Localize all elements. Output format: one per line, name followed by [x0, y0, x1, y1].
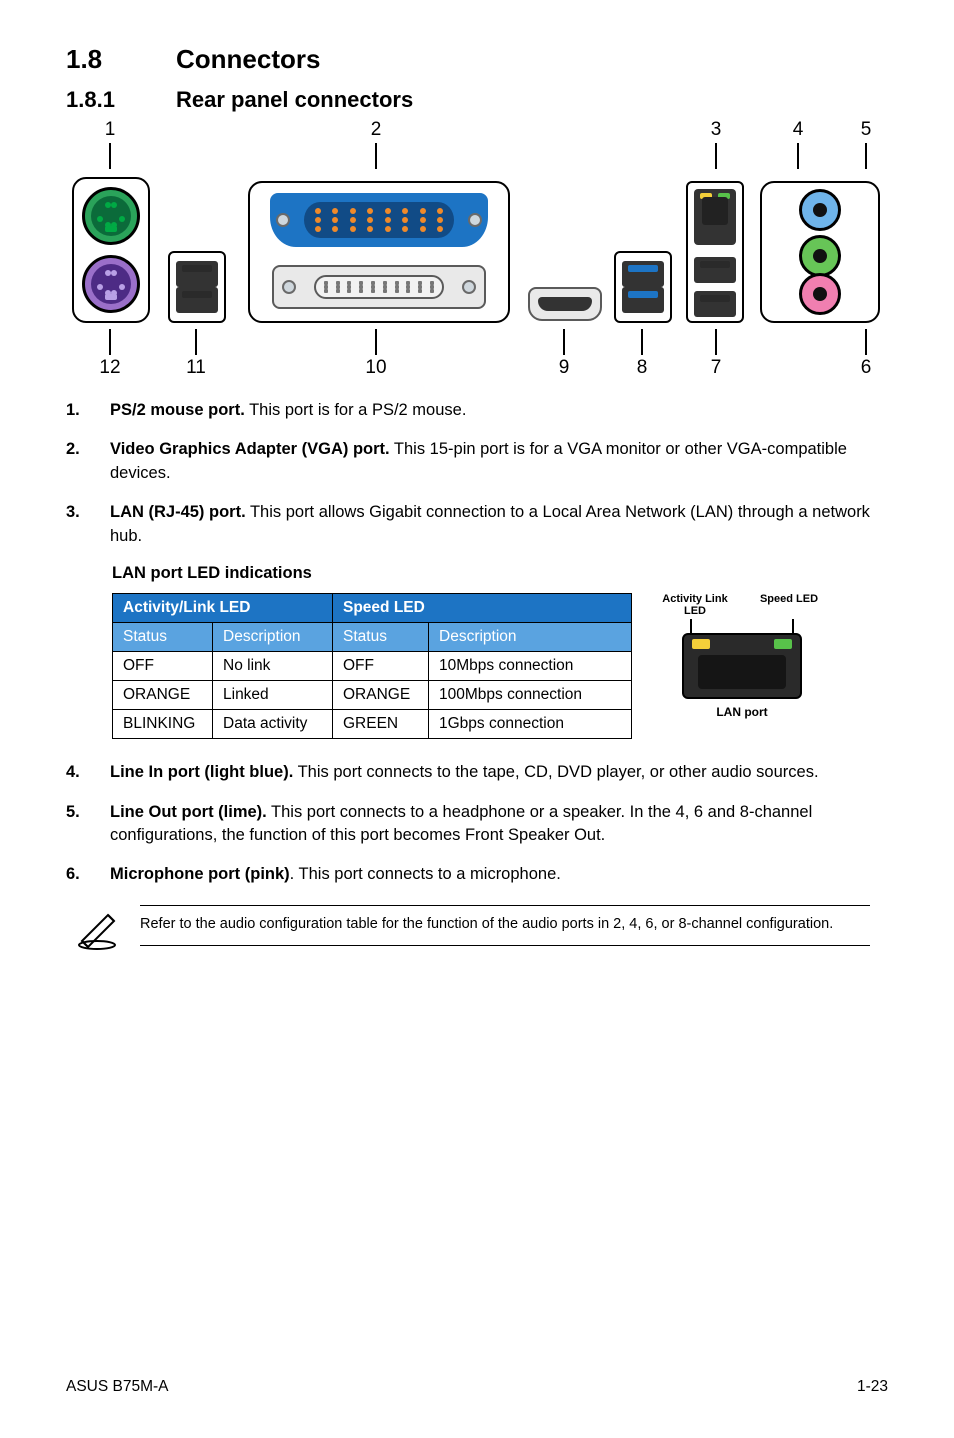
table-cell: 1Gbps connection — [429, 710, 632, 739]
rear-panel-diagram: 12345 — [66, 119, 890, 379]
table-cell: ORANGE — [333, 681, 429, 710]
table-cell: OFF — [113, 652, 213, 681]
ps2-stack — [72, 177, 150, 323]
list-item: 6. Microphone port (pink). This port conn… — [66, 863, 888, 886]
usb3-slot-icon — [622, 261, 664, 287]
vga-parallel-block — [248, 181, 510, 323]
led-heading: LAN port LED indications — [112, 564, 888, 583]
led-table: Activity/Link LED Speed LED Status Descr… — [112, 593, 632, 739]
footer-right: 1-23 — [857, 1378, 888, 1396]
list-item: 1. PS/2 mouse port. This port is for a PS… — [66, 399, 888, 422]
line-in-jack-icon — [799, 189, 841, 231]
subsection-heading: 1.8.1Rear panel connectors — [66, 87, 888, 113]
usb-slot-icon — [694, 257, 736, 283]
table-subhead: Description — [213, 623, 333, 652]
table-head: Activity/Link LED — [113, 594, 333, 623]
usb-slot-icon — [176, 261, 218, 287]
callout-num: 1 — [105, 119, 116, 141]
section-num: 1.8 — [66, 44, 176, 75]
callout-num: 12 — [99, 357, 120, 379]
pencil-icon — [74, 905, 120, 951]
callout-num: 10 — [365, 357, 386, 379]
usb-slot-icon — [694, 291, 736, 317]
table-row: OFFNo linkOFF10Mbps connection — [113, 652, 632, 681]
callout-num: 4 — [793, 119, 804, 141]
note-text: Refer to the audio configuration table f… — [140, 914, 870, 946]
table-cell: Data activity — [213, 710, 333, 739]
lan-figure: Activity Link LED Speed LED LAN port — [660, 593, 824, 719]
list-text: LAN (RJ-45) port. This port allows Gigab… — [110, 501, 888, 548]
usb-stack-mid — [614, 251, 672, 323]
usb-stack-left — [168, 251, 226, 323]
callout-num: 8 — [637, 357, 648, 379]
lan-usb-stack — [686, 181, 744, 323]
subsection-num: 1.8.1 — [66, 87, 176, 113]
table-subhead: Status — [333, 623, 429, 652]
table-row: BLINKINGData activityGREEN1Gbps connecti… — [113, 710, 632, 739]
parallel-port-icon — [272, 265, 486, 309]
ps2-mouse-icon — [82, 187, 140, 245]
lan-port-icon — [694, 189, 736, 245]
list-text: Line In port (light blue). This port con… — [110, 761, 888, 784]
table-cell: Linked — [213, 681, 333, 710]
list-item: 4. Line In port (light blue). This port c… — [66, 761, 888, 784]
callout-num: 9 — [559, 357, 570, 379]
audio-block — [760, 181, 880, 323]
table-subhead: Status — [113, 623, 213, 652]
lan-fig-label-left: Activity Link LED — [660, 593, 730, 617]
lan-fig-caption: LAN port — [660, 705, 824, 719]
page-footer: ASUS B75M-A 1-23 — [66, 1378, 888, 1396]
port-list-2: 4. Line In port (light blue). This port c… — [66, 761, 888, 887]
callout-num: 11 — [186, 357, 206, 379]
list-num: 1. — [66, 399, 84, 422]
callout-num: 3 — [711, 119, 722, 141]
table-cell: ORANGE — [113, 681, 213, 710]
port-list-1: 1. PS/2 mouse port. This port is for a PS… — [66, 399, 888, 548]
callout-num: 5 — [861, 119, 872, 141]
usb-slot-icon — [176, 287, 218, 313]
callout-num: 2 — [371, 119, 382, 141]
hdmi-port-icon — [528, 287, 602, 321]
list-num: 4. — [66, 761, 84, 784]
table-subhead: Description — [429, 623, 632, 652]
list-item: 5. Line Out port (lime). This port connec… — [66, 801, 888, 848]
vga-port-icon — [270, 193, 488, 247]
list-num: 3. — [66, 501, 84, 548]
table-head: Speed LED — [333, 594, 632, 623]
note-block: Refer to the audio configuration table f… — [74, 905, 888, 951]
mic-jack-icon — [799, 273, 841, 315]
table-cell: 100Mbps connection — [429, 681, 632, 710]
callout-num: 6 — [861, 357, 872, 379]
list-text: Line Out port (lime). This port connects… — [110, 801, 888, 848]
usb3-slot-icon — [622, 287, 664, 313]
list-num: 2. — [66, 438, 84, 485]
list-text: Video Graphics Adapter (VGA) port. This … — [110, 438, 888, 485]
table-cell: GREEN — [333, 710, 429, 739]
line-out-jack-icon — [799, 235, 841, 277]
lan-fig-label-right: Speed LED — [754, 593, 824, 617]
list-item: 3. LAN (RJ-45) port. This port allows Gig… — [66, 501, 888, 548]
table-cell: No link — [213, 652, 333, 681]
footer-left: ASUS B75M-A — [66, 1378, 169, 1396]
ps2-keyboard-icon — [82, 255, 140, 313]
table-cell: OFF — [333, 652, 429, 681]
section-heading: 1.8Connectors — [66, 44, 888, 75]
list-num: 6. — [66, 863, 84, 886]
lan-jack-icon — [682, 633, 802, 699]
list-num: 5. — [66, 801, 84, 848]
callout-num: 7 — [711, 357, 722, 379]
table-row: ORANGELinkedORANGE100Mbps connection — [113, 681, 632, 710]
list-text: PS/2 mouse port. This port is for a PS/2… — [110, 399, 888, 422]
section-title: Connectors — [176, 44, 320, 74]
subsection-title: Rear panel connectors — [176, 87, 413, 112]
table-cell: 10Mbps connection — [429, 652, 632, 681]
list-text: Microphone port (pink). This port connec… — [110, 863, 888, 886]
list-item: 2. Video Graphics Adapter (VGA) port. Thi… — [66, 438, 888, 485]
table-cell: BLINKING — [113, 710, 213, 739]
